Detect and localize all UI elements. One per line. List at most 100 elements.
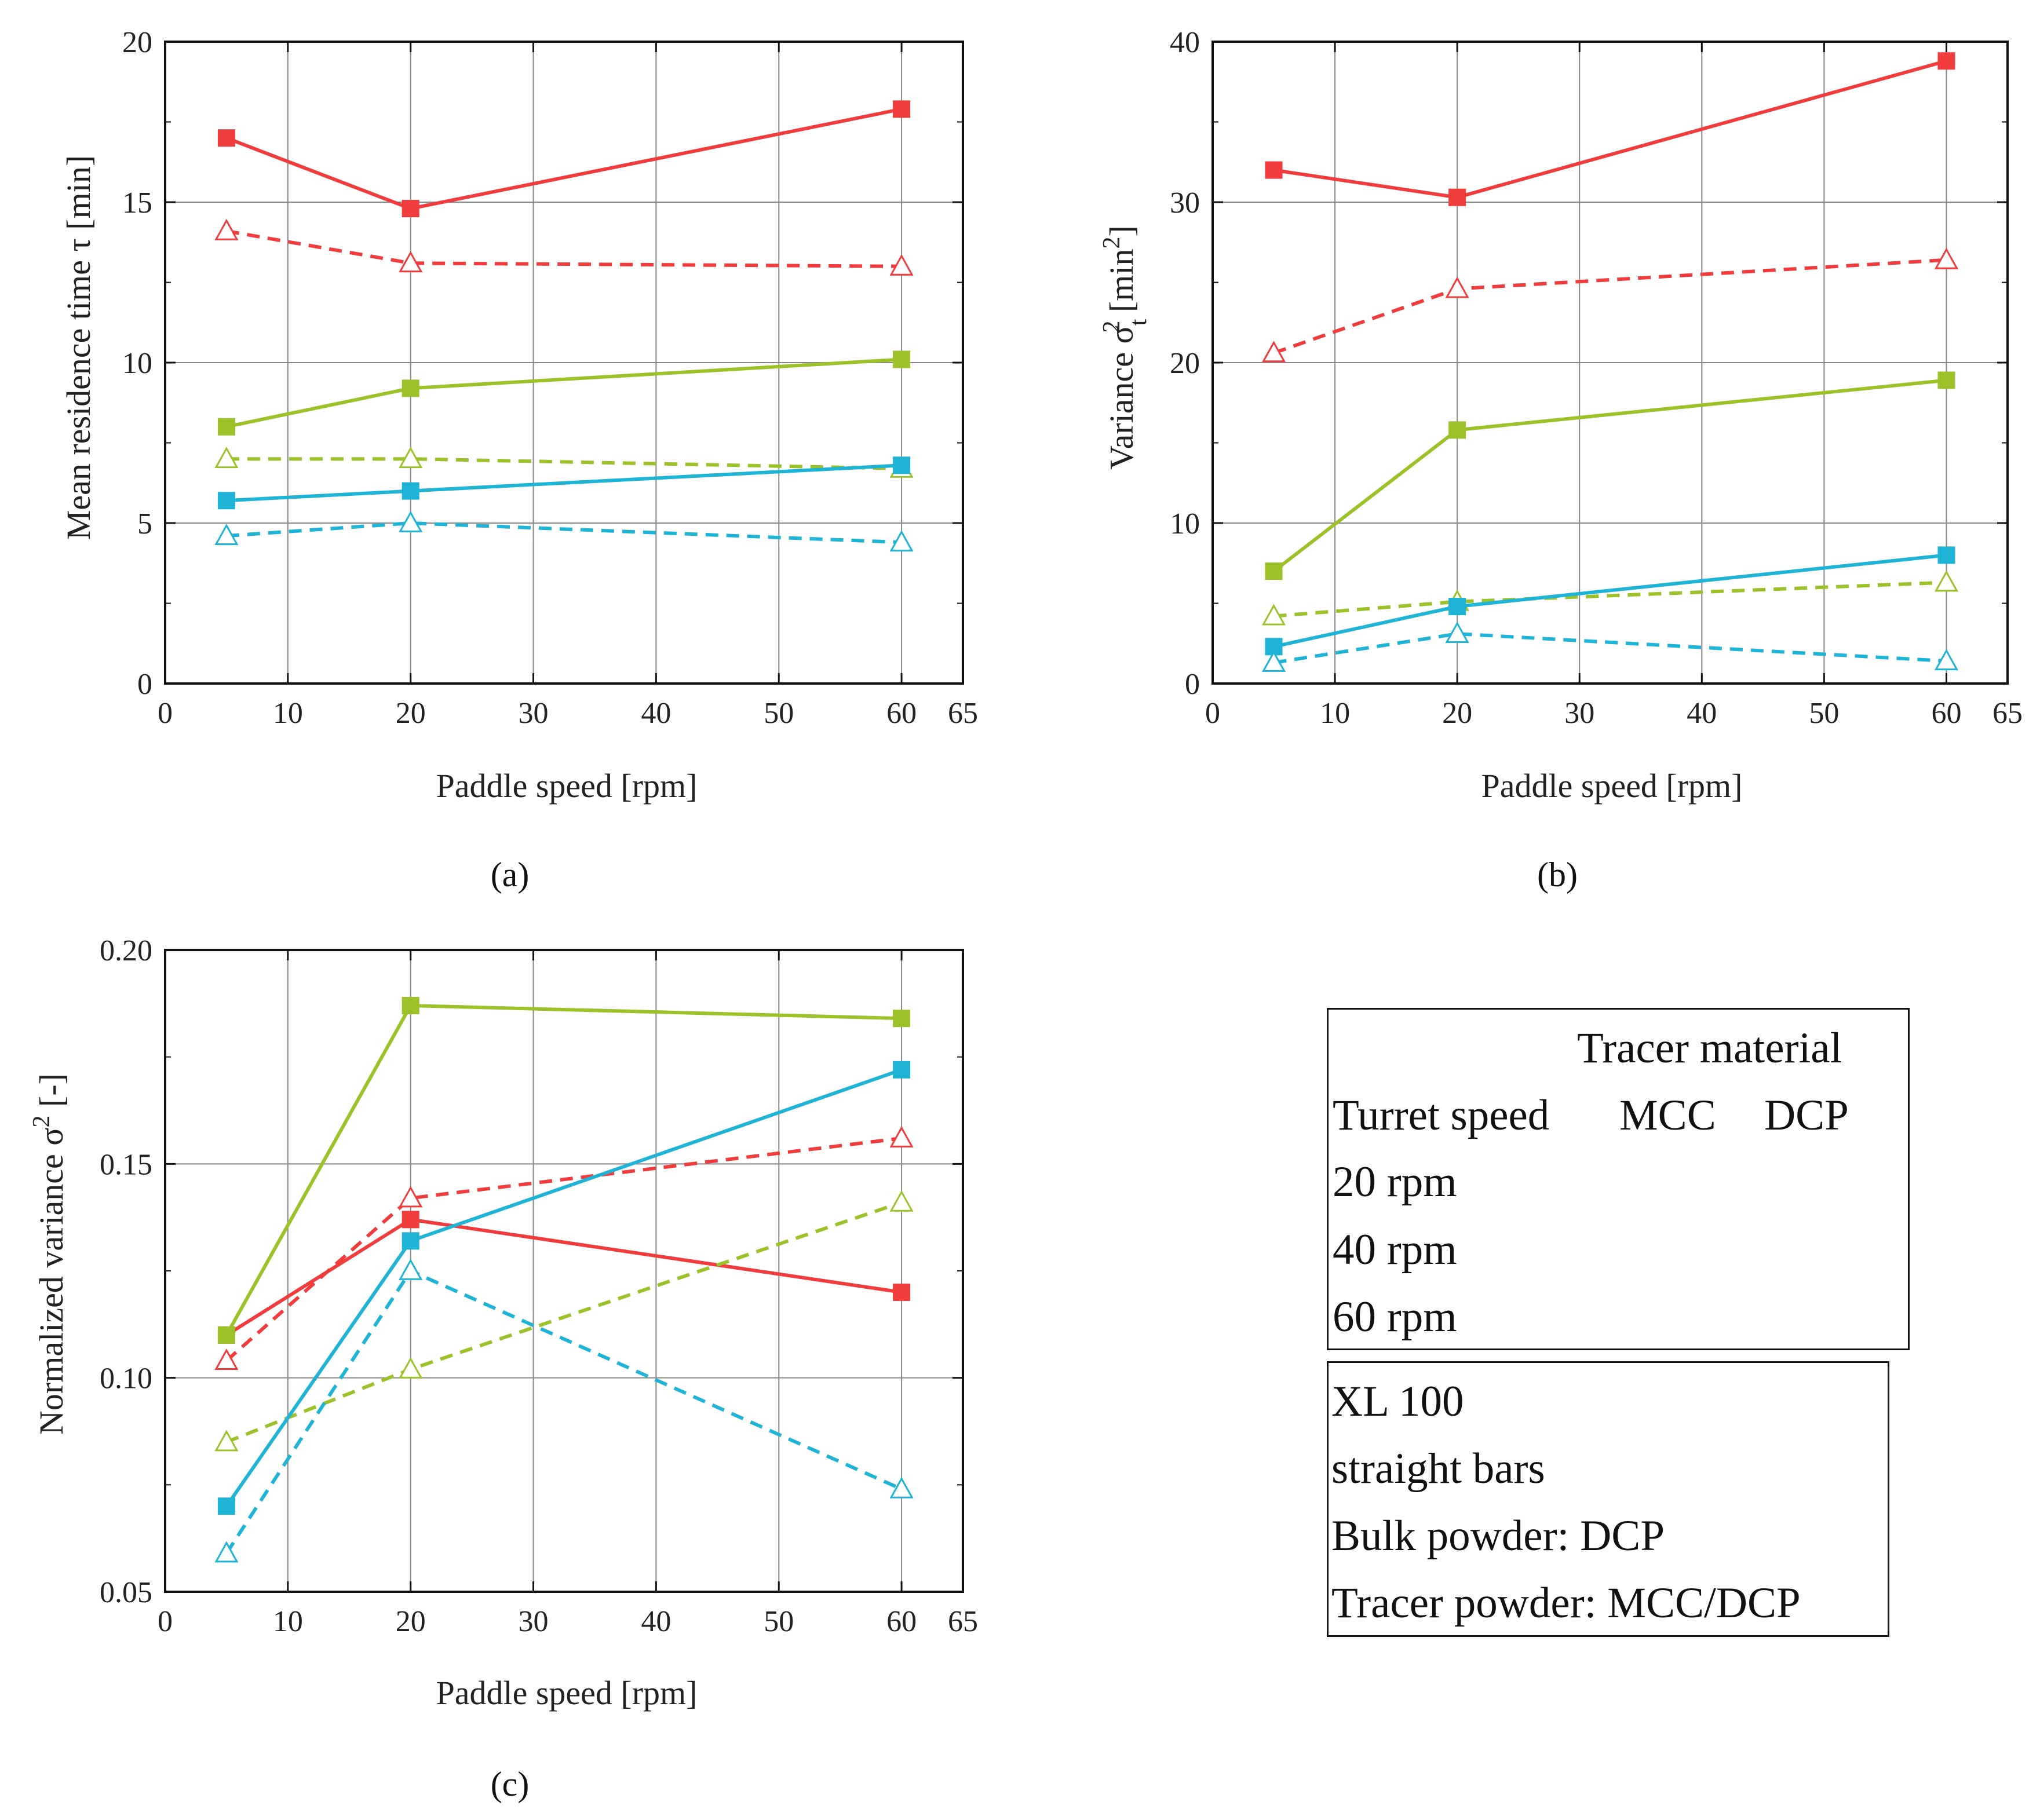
data-point bbox=[214, 1430, 239, 1452]
x-tick-label: 60 bbox=[1931, 697, 1961, 730]
x-axis-label-a: Paddle speed [rpm] bbox=[436, 767, 698, 805]
series-line bbox=[226, 357, 902, 429]
data-point bbox=[214, 218, 239, 240]
x-tick-label: 0 bbox=[1205, 697, 1220, 730]
data-point bbox=[402, 482, 419, 500]
data-point bbox=[214, 524, 239, 546]
data-point bbox=[402, 200, 419, 218]
series-line bbox=[1273, 580, 1947, 618]
info-box bbox=[1327, 1361, 1889, 1637]
data-point bbox=[893, 100, 911, 118]
legend-box bbox=[1327, 1008, 1910, 1350]
data-point bbox=[1448, 188, 1466, 206]
series-line bbox=[1273, 553, 1947, 649]
x-tick-label: 65 bbox=[1992, 697, 2023, 730]
x-tick-label: 65 bbox=[948, 697, 978, 730]
chart-panel-b: 0 10 20 30 40 50 60 65 0 10 20 30 40 bbox=[1170, 26, 2023, 730]
y-tick-label: 0.10 bbox=[100, 1362, 152, 1395]
data-point bbox=[217, 1326, 235, 1344]
data-point bbox=[214, 1348, 239, 1371]
series-line bbox=[1272, 378, 1947, 573]
plot-frame bbox=[164, 949, 964, 1593]
x-tick-label: 40 bbox=[641, 1605, 671, 1638]
y-tick-label: 30 bbox=[1170, 187, 1200, 220]
data-point bbox=[402, 997, 419, 1015]
legend-row-label: 20 rpm bbox=[1333, 1158, 1457, 1206]
data-point bbox=[399, 1357, 423, 1379]
data-point bbox=[1937, 546, 1955, 564]
y-tick-label: 40 bbox=[1170, 26, 1200, 59]
data-point bbox=[1448, 421, 1466, 439]
x-tick-label: 30 bbox=[519, 697, 549, 730]
x-tick-label: 50 bbox=[1809, 697, 1839, 730]
series-line bbox=[225, 1136, 902, 1362]
x-tick-label: 50 bbox=[764, 1605, 794, 1638]
x-tick-label: 50 bbox=[764, 697, 794, 730]
data-point bbox=[1937, 52, 1955, 70]
series-line bbox=[226, 229, 902, 268]
chart-panel-c: 0 10 20 30 40 50 60 65 0.05 0.10 0.15 0.20 bbox=[100, 934, 978, 1638]
series-line bbox=[225, 1068, 903, 1507]
x-tick-label: 40 bbox=[1687, 697, 1717, 730]
data-point bbox=[402, 1232, 419, 1250]
data-point bbox=[214, 447, 239, 469]
data-point bbox=[893, 456, 911, 474]
legend-title: Tracer material bbox=[1577, 1024, 1842, 1072]
data-point bbox=[1265, 161, 1283, 179]
data-point bbox=[399, 510, 423, 532]
data-point bbox=[1445, 276, 1469, 298]
series-line bbox=[225, 1200, 903, 1444]
data-point bbox=[893, 1010, 911, 1028]
legend-row-label: 40 rpm bbox=[1333, 1226, 1457, 1274]
y-tick-label: 15 bbox=[122, 187, 152, 220]
data-point bbox=[893, 350, 911, 368]
data-point bbox=[889, 1125, 914, 1147]
series-line bbox=[1273, 258, 1947, 355]
y-axis-label-b: Variance σt2 [min2] bbox=[1099, 225, 1152, 470]
data-point bbox=[402, 379, 419, 397]
panel-label-c: (c) bbox=[491, 1765, 530, 1803]
x-tick-label: 30 bbox=[519, 1605, 549, 1638]
legend-row-label: 60 rpm bbox=[1333, 1293, 1457, 1341]
data-point bbox=[893, 1283, 911, 1301]
data-point bbox=[399, 1258, 423, 1280]
legend-col-mcc: MCC bbox=[1619, 1091, 1716, 1139]
chart-panel-a: 0 10 20 30 40 50 60 65 0 5 10 15 20 bbox=[122, 26, 978, 730]
series-line bbox=[226, 463, 902, 503]
data-point bbox=[217, 418, 235, 436]
x-tick-label: 65 bbox=[948, 1605, 978, 1638]
x-tick-label: 60 bbox=[886, 1605, 917, 1638]
x-tick-label: 20 bbox=[396, 1605, 426, 1638]
y-axis-label-a: Mean residence time τ [min] bbox=[60, 155, 97, 540]
y-tick-label: 0.20 bbox=[100, 934, 152, 967]
y-tick-label: 10 bbox=[122, 347, 152, 380]
info-line-tracer: Tracer powder: MCC/DCP bbox=[1331, 1579, 1801, 1627]
y-tick-label: 5 bbox=[137, 507, 152, 540]
series-line bbox=[225, 107, 902, 211]
series-line bbox=[1273, 59, 1947, 199]
y-tick-label: 0.15 bbox=[100, 1148, 152, 1181]
series-line bbox=[225, 1003, 902, 1336]
y-tick-label: 0 bbox=[1185, 668, 1200, 701]
series-line bbox=[1273, 632, 1947, 664]
x-tick-label: 10 bbox=[273, 1605, 303, 1638]
x-tick-label: 0 bbox=[158, 1605, 173, 1638]
info-line-model: XL 100 bbox=[1331, 1377, 1464, 1426]
y-tick-label: 20 bbox=[1170, 347, 1200, 380]
x-axis-label-c: Paddle speed [rpm] bbox=[436, 1674, 698, 1712]
data-point bbox=[217, 492, 235, 510]
data-point bbox=[1261, 604, 1286, 626]
info-line-bars: straight bars bbox=[1331, 1445, 1545, 1493]
legend-col-turret: Turret speed bbox=[1333, 1091, 1550, 1139]
panel-label-a: (a) bbox=[491, 856, 530, 894]
series-line bbox=[225, 1269, 903, 1555]
x-tick-label: 20 bbox=[396, 697, 426, 730]
x-tick-label: 10 bbox=[273, 697, 303, 730]
y-tick-label: 20 bbox=[122, 26, 152, 59]
x-axis-label-b: Paddle speed [rpm] bbox=[1481, 767, 1743, 805]
y-axis-label-c: Normalized variance σ2 [-] bbox=[28, 1073, 70, 1435]
data-point bbox=[399, 1186, 423, 1208]
data-point bbox=[399, 447, 423, 469]
data-point bbox=[889, 254, 914, 276]
